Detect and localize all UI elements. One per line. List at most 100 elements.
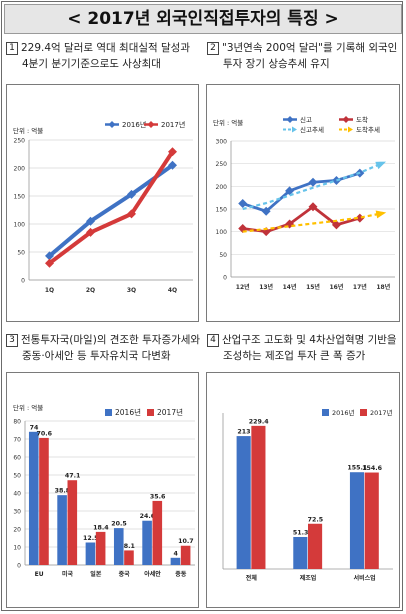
bar	[293, 536, 308, 569]
section-4-number: 4	[207, 334, 219, 347]
y-tick-label: 100	[216, 229, 228, 236]
legend-marker	[147, 121, 155, 128]
bar	[57, 495, 67, 565]
bar	[95, 531, 106, 565]
y-tick-label: 200	[216, 184, 228, 191]
chart-panel-4: 전체 213 229.4 제조업 51.3 72.5 서비스업 155.1 154.6 2016년…	[206, 372, 400, 608]
page-title: < 2017년 외국인직접투자의 특징 >	[4, 4, 402, 34]
bar	[113, 528, 124, 565]
x-tick-label: 16년	[329, 283, 343, 291]
bar	[142, 520, 152, 565]
bar	[39, 437, 49, 565]
section-2-line1: "3년연속 200억 달러"를 기록해 외국인	[222, 42, 398, 54]
chart-panel-1: 0 50 100 150 200 250 단위 : 억불 1Q 2Q 3Q 4Q 2016년 2017년	[6, 84, 199, 322]
data-label: 24.6	[140, 513, 156, 520]
y-tick-label: 50	[219, 252, 227, 259]
x-tick-label: 14년	[283, 283, 297, 291]
bar	[180, 545, 191, 565]
series-line	[242, 171, 361, 213]
legend-label: 신고	[300, 115, 312, 124]
legend-label: 도착	[356, 116, 368, 124]
x-tick-label: EU	[35, 571, 44, 578]
bar	[152, 500, 163, 565]
data-label: 20.5	[111, 521, 127, 528]
section-3-line1: 전통투자국(마일)의 견조한 투자증가세와	[21, 334, 201, 346]
legend-marker	[108, 121, 116, 128]
data-label: 38.8	[55, 488, 71, 495]
data-label: 10.7	[178, 538, 194, 545]
bar	[364, 472, 379, 569]
x-tick-label: 3Q	[127, 287, 136, 294]
bar	[308, 523, 323, 569]
data-point	[355, 213, 365, 223]
bar	[236, 436, 251, 569]
data-point	[308, 202, 318, 212]
legend-label: 도착추세	[356, 125, 380, 134]
y-tick-label: 150	[14, 194, 26, 201]
y-tick-label: 100	[14, 222, 26, 229]
data-point	[261, 206, 271, 216]
x-tick-label: 중국	[119, 570, 131, 578]
section-4-line1: 산업구조 고도화 및 4차산업혁명 기반을	[222, 334, 397, 346]
section-1-text: 1 229.4억 달러로 역대 최대실적 달성과 4분기 분기기준으로도 사상최대	[6, 40, 190, 72]
legend-marker	[342, 116, 350, 123]
legend-label: 2016년	[115, 407, 141, 417]
bar	[67, 480, 78, 565]
section-1-number: 1	[6, 42, 18, 55]
data-point	[127, 209, 136, 219]
x-tick-label: 미국	[62, 570, 74, 578]
data-label: 72.5	[308, 516, 324, 523]
unit-label: 단위 : 억불	[213, 118, 243, 127]
y-tick-label: 50	[13, 473, 21, 480]
section-3-number: 3	[6, 334, 18, 347]
data-point	[45, 251, 54, 261]
data-label: 74	[30, 424, 39, 431]
data-label: 229.4	[249, 418, 270, 425]
legend-swatch	[360, 409, 367, 416]
y-tick-label: 250	[216, 161, 228, 168]
data-label: 213	[237, 429, 250, 436]
y-tick-label: 300	[216, 139, 228, 146]
x-tick-label: 전체	[246, 574, 258, 582]
data-point	[45, 258, 54, 268]
legend-marker	[292, 126, 297, 133]
legend-swatch	[147, 409, 154, 416]
legend-swatch	[322, 409, 329, 416]
y-tick-label: 0	[17, 563, 21, 570]
section-3-line2: 중동·아세안 등 투자유치국 다변화	[22, 350, 171, 362]
data-point	[308, 177, 318, 187]
chart-panel-3: 0 10 20 30 40 50 60 70 80 단위 : 억불 EU 74 70.6 미국 38.8 47…	[6, 372, 199, 608]
data-label: 4	[174, 550, 179, 557]
data-point	[238, 223, 248, 233]
data-point	[168, 160, 177, 170]
y-tick-label: 0	[21, 278, 25, 285]
yearly-trend-chart: 0 50 100 150 200 250 300 단위 : 억불 12년 13년 14년 15년 16년…	[213, 115, 395, 291]
bar	[251, 425, 266, 569]
section-2-text: 2 "3년연속 200억 달러"를 기록해 외국인 투자 장기 상승추세 유지	[207, 40, 397, 72]
data-point	[127, 189, 136, 199]
unit-label: 단위 : 억불	[13, 403, 43, 412]
bar	[170, 557, 181, 565]
y-tick-label: 50	[17, 250, 25, 257]
y-tick-label: 60	[13, 455, 21, 462]
y-tick-label: 10	[13, 545, 21, 552]
data-point	[285, 186, 295, 196]
section-4-text: 4 산업구조 고도화 및 4차산업혁명 기반을 조성하는 제조업 투자 큰 폭 증…	[207, 332, 397, 364]
x-tick-label: 중동	[175, 570, 187, 578]
data-point	[86, 227, 95, 237]
legend-swatch	[105, 409, 112, 416]
data-label: 51.3	[293, 529, 309, 536]
data-label: 12.5	[83, 535, 99, 542]
y-tick-label: 30	[13, 509, 21, 516]
legend-label: 신고추세	[300, 125, 324, 134]
data-point	[168, 147, 177, 157]
section-1-line1: 229.4억 달러로 역대 최대실적 달성과	[21, 42, 190, 54]
data-point	[238, 199, 248, 209]
legend-label: 2017년	[370, 408, 393, 417]
legend-label: 2017년	[161, 120, 185, 129]
x-tick-label: 1Q	[45, 287, 54, 294]
data-label: 47.1	[65, 473, 81, 480]
bar	[85, 542, 96, 565]
